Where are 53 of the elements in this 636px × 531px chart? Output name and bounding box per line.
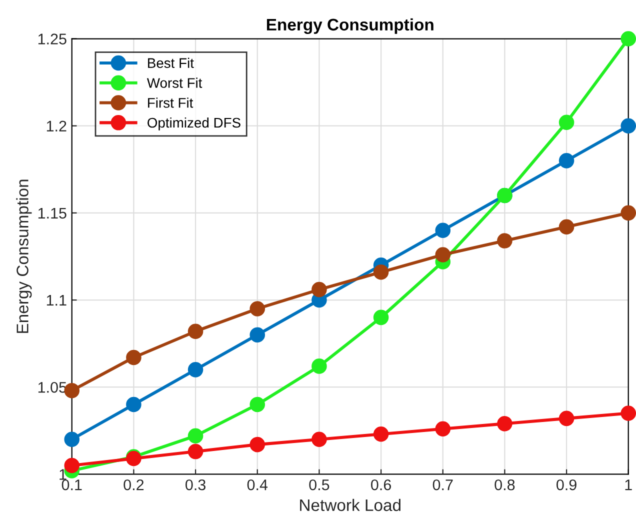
x-tick-label: 0.6 xyxy=(371,479,391,490)
y-tick-label: 1.15 xyxy=(38,208,66,219)
point xyxy=(250,327,266,342)
x-tick-label: 0.9 xyxy=(556,479,576,490)
point xyxy=(558,219,574,235)
y-tick-label: 1.1 xyxy=(46,295,66,306)
point xyxy=(435,421,451,437)
x-tick-label: 0.8 xyxy=(494,479,515,490)
point xyxy=(250,396,266,412)
point xyxy=(250,301,266,316)
point xyxy=(558,410,574,426)
point xyxy=(373,310,389,326)
point xyxy=(620,205,636,221)
point xyxy=(497,233,512,248)
point xyxy=(620,406,636,421)
point xyxy=(250,436,266,452)
point xyxy=(435,222,451,238)
x-tick-label: 0.7 xyxy=(432,479,453,490)
x-tick-label: 0.5 xyxy=(309,479,330,490)
point xyxy=(126,350,142,366)
point xyxy=(188,444,204,460)
legend-label: Worst Fit xyxy=(146,78,202,88)
x-tick-label: 0.1 xyxy=(62,479,82,490)
point xyxy=(126,396,142,412)
point xyxy=(312,282,327,298)
legend-label: Best Fit xyxy=(148,58,194,68)
point xyxy=(435,247,451,262)
x-axis-title: Network Load xyxy=(300,498,400,512)
point xyxy=(373,426,389,442)
point xyxy=(497,416,512,432)
y-axis-title: Energy Consumption xyxy=(16,180,32,333)
point xyxy=(188,324,204,340)
chart-title: Energy Consumption xyxy=(266,18,434,34)
x-tick-label: 0.4 xyxy=(247,479,268,490)
point xyxy=(188,428,204,444)
x-tick-label: 0.3 xyxy=(186,479,206,490)
legend-label: First Fit xyxy=(148,98,194,108)
legend-label: Optimized DFS xyxy=(148,117,240,130)
point xyxy=(558,153,574,168)
point xyxy=(373,264,389,280)
point xyxy=(312,358,327,374)
point xyxy=(64,382,80,398)
point xyxy=(312,432,327,447)
y-tick-label: 1 xyxy=(60,469,66,480)
x-tick-label: 0.2 xyxy=(124,479,144,490)
y-tick-label: 1.2 xyxy=(46,120,66,132)
point xyxy=(620,118,636,134)
x-tick-label: 1 xyxy=(625,480,632,490)
point xyxy=(64,432,80,447)
y-tick-label: 1.25 xyxy=(38,34,66,44)
point xyxy=(188,362,204,378)
point xyxy=(558,114,574,130)
point xyxy=(620,31,636,46)
